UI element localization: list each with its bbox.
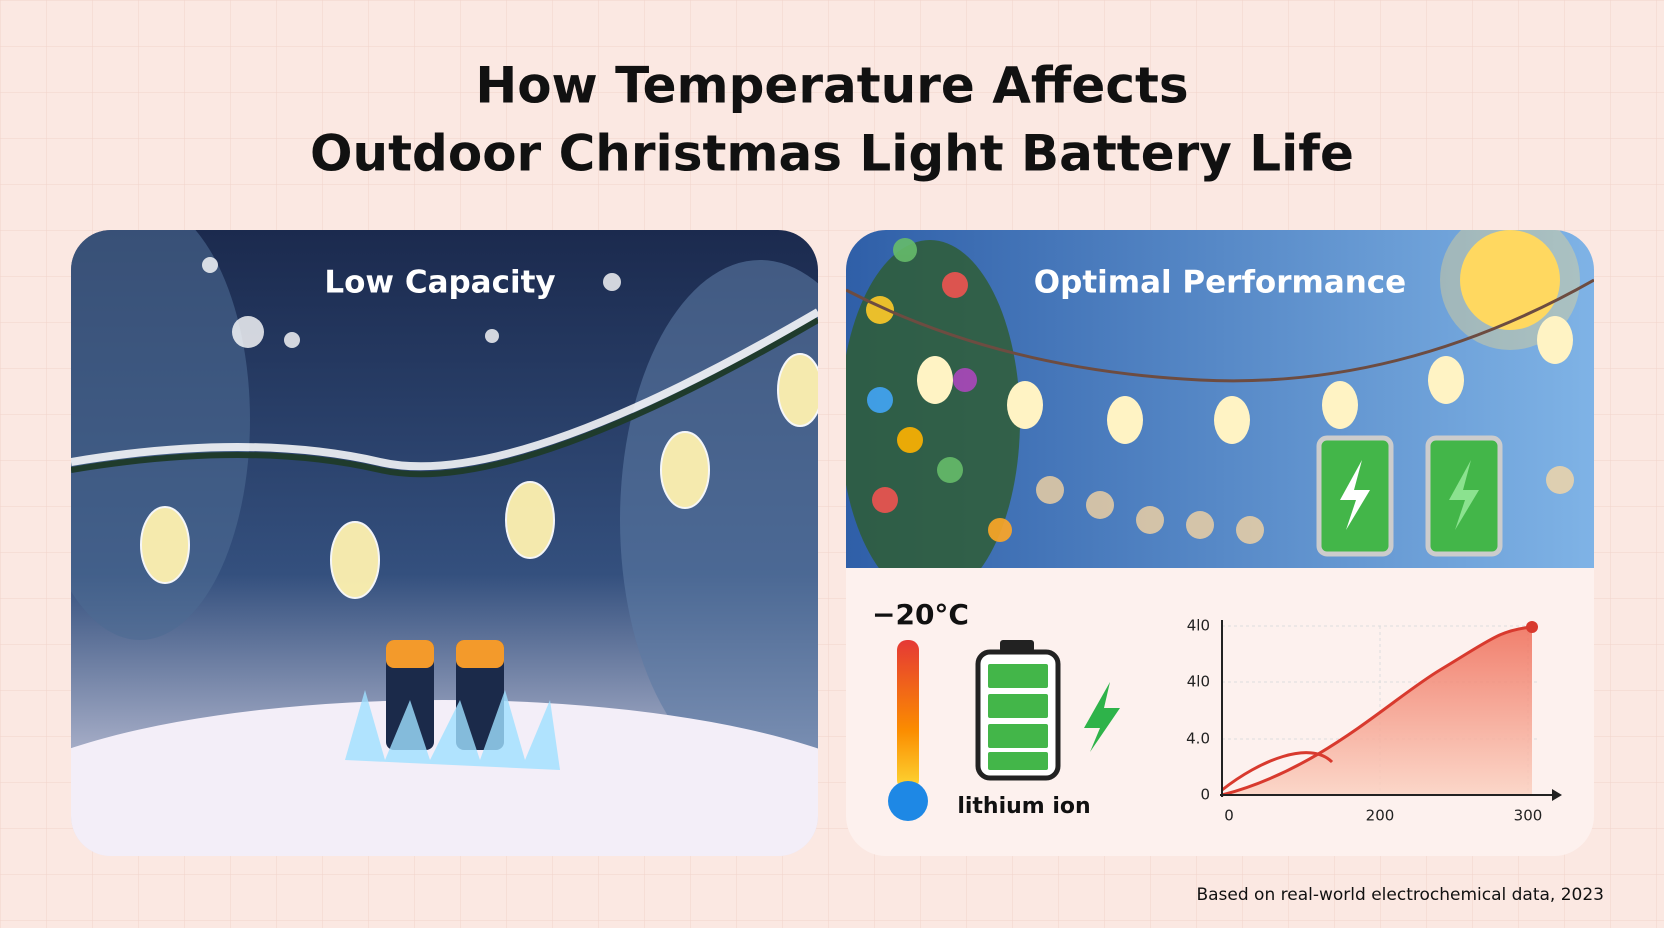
x-tick-label: 200 [1366, 807, 1395, 825]
thermometer [897, 640, 919, 790]
y-tick-label: 4l0 [1187, 673, 1210, 691]
warm-panel [846, 230, 1594, 856]
y-tick-label: 0 [1200, 786, 1210, 804]
panel-label: Optimal Performance [1034, 265, 1406, 301]
thermometer-bulb [888, 781, 928, 821]
mini-chart: 4l0 4l0 4.0 0 0 200 300 [1186, 617, 1562, 825]
y-tick-label: 4.0 [1186, 730, 1210, 748]
x-tick-label: 300 [1514, 807, 1543, 825]
cold-panel [71, 230, 818, 856]
battery-label: lithium ion [957, 794, 1090, 819]
title-line: Outdoor Christmas Light Battery Life [310, 125, 1354, 183]
detail-section: −20°C lithium ion 4l0 4l0 4.0 0 0 200 30… [872, 598, 1562, 825]
lightning-icon [1084, 682, 1120, 752]
title-line: How Temperature Affects [475, 57, 1188, 115]
battery-cap [1000, 640, 1034, 652]
x-tick-label: 0 [1224, 807, 1234, 825]
panel-label: Low Capacity [324, 265, 555, 301]
temperature-label: −20°C [872, 598, 969, 631]
y-tick-label: 4l0 [1187, 617, 1210, 635]
footnote: Based on real-world electrochemical data… [1196, 885, 1604, 905]
